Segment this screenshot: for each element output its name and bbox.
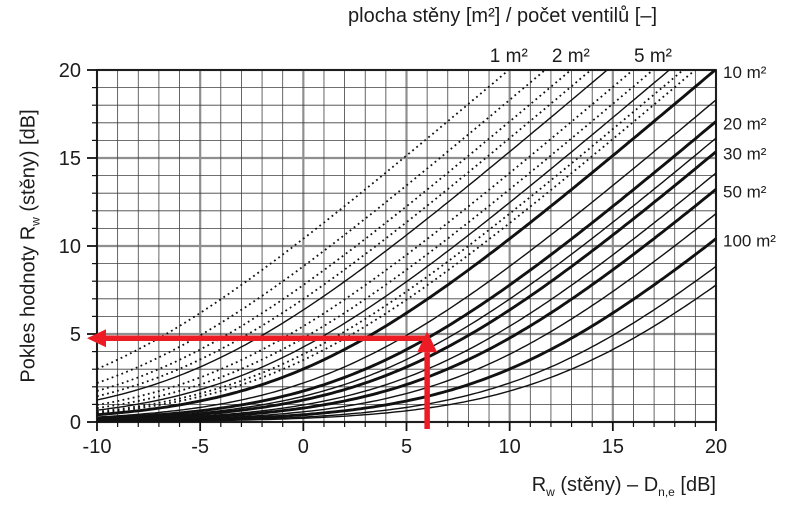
grid-minor-layer [97, 70, 716, 422]
curve-label-top: 2 m² [552, 46, 590, 67]
chart-title: plocha stěny [m²] / počet ventilů [–] [348, 5, 658, 27]
y-axis-title-subscript: w [28, 217, 43, 226]
curve-S200 [97, 284, 717, 423]
curve-label-right: 100 m² [723, 232, 776, 251]
y-tick-label: 0 [70, 412, 81, 434]
curve-S20 [96, 120, 717, 420]
x-axis-title-text3: [dB] [674, 474, 716, 496]
x-axis-title-text2: (stěny) – D [554, 474, 659, 496]
x-tick-label: 20 [705, 436, 727, 458]
curve-label-top: 1 m² [490, 46, 528, 67]
tick-labels: -10 -5 0 5 10 15 20 0 5 10 15 20 [59, 60, 727, 458]
curve-S15 [96, 99, 717, 418]
curve-label-right: 30 m² [723, 145, 767, 164]
curve-label-right: 50 m² [723, 182, 767, 201]
curve-S3 [96, 69, 608, 401]
curve-S100 [97, 237, 717, 423]
x-axis-title-text: R [531, 474, 547, 496]
curve-S1.5 [96, 69, 546, 384]
curve-S10 [96, 68, 717, 417]
curve-S5 [96, 69, 654, 409]
x-tick-label: 10 [499, 436, 521, 458]
curve-label-right: 20 m² [723, 114, 767, 133]
curves-layer [96, 68, 717, 423]
x-tick-label: -10 [83, 436, 112, 458]
curve-S1 [96, 69, 510, 370]
x-axis-title-subscript-ne: n,e [658, 485, 675, 499]
curve-S30 [96, 150, 717, 421]
y-tick-label: 15 [59, 148, 81, 170]
curve-label-top: 5 m² [634, 46, 672, 67]
curve-S7 [96, 69, 684, 413]
x-tick-label: 15 [602, 436, 624, 458]
y-axis-title-text: Pokles hodnoty R [17, 225, 40, 383]
curve-S50 [96, 188, 717, 422]
plot-frame [96, 69, 717, 423]
x-axis-title: Rw (stěny) – Dn,e [dB] [532, 474, 716, 499]
annotation-up-arrowhead [417, 331, 438, 353]
y-tick-label: 5 [70, 324, 81, 346]
annotation-left-arrowhead [87, 329, 106, 348]
curve-label-right: 10 m² [723, 63, 767, 82]
y-tick-label: 20 [59, 60, 81, 82]
y-tick-label: 10 [59, 236, 81, 258]
curve-S2 [96, 69, 572, 392]
y-axis-title: Pokles hodnoty Rw (stěny) [dB] [18, 109, 43, 382]
curve-S4 [96, 69, 634, 406]
x-tick-label: 5 [401, 436, 412, 458]
y-axis-title-text2: (stěny) [dB] [17, 109, 40, 218]
x-tick-label: 0 [298, 436, 309, 458]
axis-ticks [87, 69, 717, 431]
annotation-arrows [87, 329, 438, 429]
curve-S6 [96, 69, 670, 411]
curve-labels: 1 m² 2 m² 5 m² 10 m² 20 m² 30 m² 50 m² 100 m² [490, 46, 776, 251]
x-axis-title-subscript-w: w [546, 485, 555, 499]
x-tick-label: -5 [191, 436, 209, 458]
curve-S8 [96, 69, 696, 414]
